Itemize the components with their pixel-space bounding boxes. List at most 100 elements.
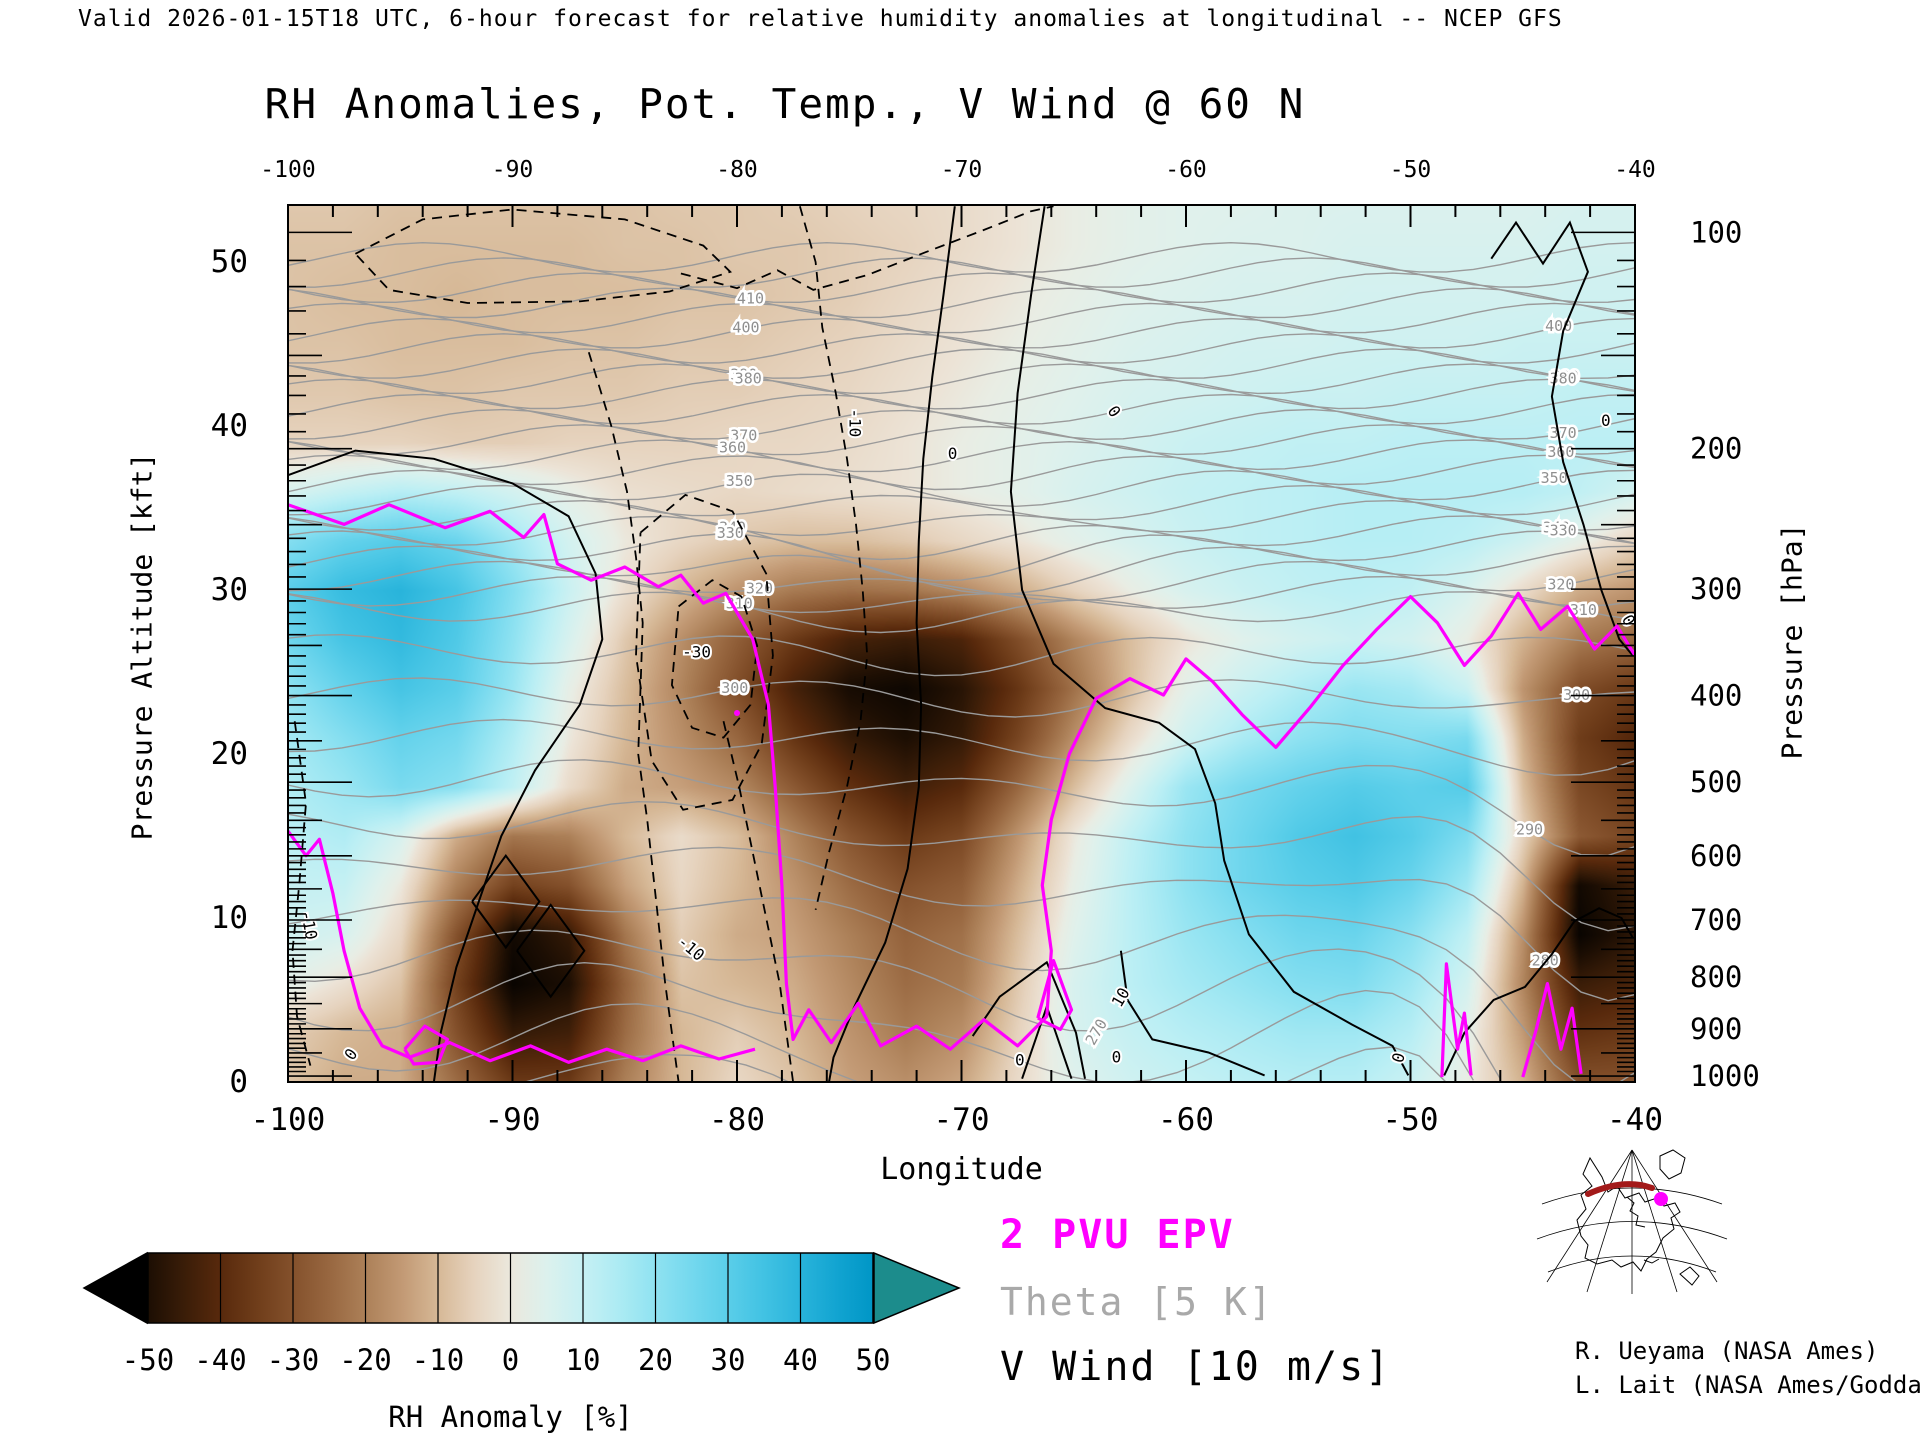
- svg-text:370: 370: [730, 426, 757, 444]
- svg-text:600: 600: [1690, 839, 1742, 873]
- svg-text:-20: -20: [339, 1343, 391, 1377]
- svg-text:-100: -100: [251, 1102, 326, 1138]
- svg-text:-80: -80: [716, 157, 758, 183]
- valid-time-header: Valid 2026-01-15T18 UTC, 6-hour forecast…: [78, 6, 1563, 32]
- svg-text:280: 280: [1532, 952, 1559, 970]
- svg-text:200: 200: [1690, 432, 1742, 466]
- svg-text:0: 0: [1388, 1051, 1409, 1065]
- colorbar-under-arrow: [82, 1251, 148, 1325]
- svg-text:320: 320: [1547, 575, 1574, 593]
- credits: R. Ueyama (NASA Ames) L. Lait (NASA Ames…: [1575, 1334, 1920, 1402]
- svg-text:-100: -100: [260, 157, 315, 183]
- svg-text:40: 40: [211, 408, 248, 444]
- svg-text:0: 0: [340, 1045, 361, 1064]
- svg-text:10: 10: [1108, 984, 1134, 1010]
- svg-text:20: 20: [638, 1343, 673, 1377]
- svg-text:10: 10: [211, 900, 248, 936]
- svg-text:290: 290: [1516, 820, 1543, 838]
- svg-text:370: 370: [1550, 424, 1577, 442]
- map-location-dot: [1654, 1192, 1668, 1206]
- svg-text:50: 50: [856, 1343, 891, 1377]
- svg-text:10: 10: [566, 1343, 601, 1377]
- pvu-line: [1440, 962, 1473, 1078]
- svg-text:400: 400: [732, 319, 759, 337]
- colorbar-title: RH Anomaly [%]: [388, 1400, 633, 1434]
- svg-text:340: 340: [1543, 519, 1570, 537]
- colorbar-over-arrow: [873, 1251, 961, 1325]
- svg-text:410: 410: [737, 289, 764, 307]
- svg-text:310: 310: [1570, 601, 1597, 619]
- pvu-line: [1521, 982, 1583, 1078]
- svg-text:-90: -90: [492, 157, 534, 183]
- right-axis-title: Pressure [hPa]: [1775, 523, 1809, 760]
- map-coastlines: [1576, 1149, 1700, 1286]
- svg-text:-10: -10: [845, 408, 864, 437]
- pvu-line: [288, 830, 756, 1064]
- longitude-ticks: [287, 205, 1636, 1082]
- pvu-line: [288, 503, 1635, 1051]
- svg-text:-60: -60: [1158, 1102, 1214, 1138]
- svg-text:30: 30: [211, 572, 248, 608]
- svg-text:0: 0: [1601, 411, 1611, 430]
- svg-text:300: 300: [1690, 572, 1742, 606]
- svg-text:-30: -30: [267, 1343, 319, 1377]
- svg-text:100: 100: [1690, 215, 1742, 249]
- svg-text:350: 350: [1541, 469, 1568, 487]
- location-map-inset: [1536, 1149, 1728, 1294]
- legend-pvu: 2 PVU EPV: [1000, 1212, 1235, 1258]
- svg-text:-90: -90: [485, 1102, 541, 1138]
- map-cross-section-arc: [1585, 1181, 1655, 1197]
- svg-text:-50: -50: [1390, 157, 1432, 183]
- svg-text:300: 300: [721, 679, 748, 697]
- colorbar: -50 -40 -30 -20 -10 0 10 20 30 40 50: [82, 1251, 961, 1377]
- svg-text:50: 50: [211, 244, 248, 280]
- svg-text:-70: -70: [941, 157, 983, 183]
- svg-text:-60: -60: [1165, 157, 1207, 183]
- svg-text:1000: 1000: [1690, 1059, 1760, 1093]
- svg-text:360: 360: [719, 439, 746, 457]
- svg-text:-50: -50: [122, 1343, 174, 1377]
- svg-text:-80: -80: [709, 1102, 765, 1138]
- plot-title: RH Anomalies, Pot. Temp., V Wind @ 60 N: [264, 80, 1306, 128]
- svg-text:500: 500: [1690, 765, 1742, 799]
- svg-text:0: 0: [1015, 1051, 1025, 1070]
- svg-text:40: 40: [783, 1343, 818, 1377]
- svg-text:900: 900: [1690, 1012, 1742, 1046]
- svg-text:-40: -40: [1607, 1102, 1663, 1138]
- svg-text:270: 270: [1082, 1016, 1111, 1048]
- svg-text:390: 390: [730, 366, 757, 384]
- credit-line-1: R. Ueyama (NASA Ames): [1575, 1337, 1879, 1365]
- svg-text:-50: -50: [1383, 1102, 1439, 1138]
- svg-text:330: 330: [717, 524, 744, 542]
- svg-text:0: 0: [229, 1064, 248, 1100]
- svg-text:30: 30: [711, 1343, 746, 1377]
- plot-border: [287, 204, 1636, 1083]
- x-axis-title: Longitude: [880, 1152, 1043, 1187]
- legend-theta: Theta [5 K]: [1000, 1280, 1274, 1324]
- svg-text:330: 330: [1550, 522, 1577, 540]
- svg-text:20: 20: [211, 736, 248, 772]
- credit-line-2: L. Lait (NASA Ames/Goddard): [1575, 1371, 1920, 1399]
- rh-anomaly-heatmap: [288, 205, 1635, 1082]
- svg-text:800: 800: [1690, 960, 1742, 994]
- pressure-ticks: [288, 231, 1635, 1077]
- svg-text:700: 700: [1690, 903, 1742, 937]
- left-axis-title: Pressure Altitude [kft]: [125, 452, 159, 841]
- svg-text:0: 0: [502, 1343, 519, 1377]
- svg-text:0: 0: [948, 444, 958, 463]
- svg-text:-70: -70: [934, 1102, 990, 1138]
- svg-text:-30: -30: [682, 642, 711, 661]
- pvu-line: [1036, 959, 1074, 1032]
- svg-text:-40: -40: [1614, 157, 1656, 183]
- svg-text:400: 400: [1690, 679, 1742, 713]
- svg-text:380: 380: [735, 369, 762, 387]
- plot-contours: 4104003903803703603503403303203103004003…: [288, 205, 1635, 1082]
- map-graticule: [1536, 1149, 1728, 1294]
- svg-text:-10: -10: [674, 932, 708, 965]
- svg-text:350: 350: [726, 472, 753, 490]
- svg-text:-10: -10: [412, 1343, 464, 1377]
- svg-text:0: 0: [1112, 1047, 1122, 1066]
- legend-vwind: V Wind [10 m/s]: [1000, 1344, 1392, 1390]
